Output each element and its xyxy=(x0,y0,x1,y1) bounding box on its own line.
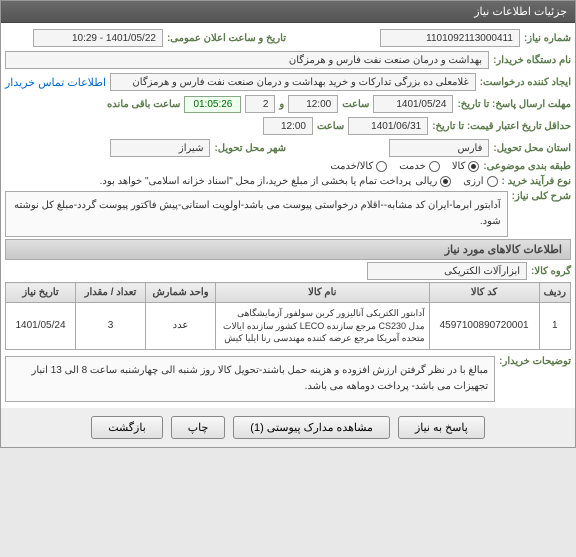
validity-label: حداقل تاریخ اعتبار قیمت: تا تاریخ: xyxy=(432,121,571,132)
button-row: پاسخ به نیاز مشاهده مدارک پیوستی (1) چاپ… xyxy=(1,408,575,447)
radio-riali[interactable]: ریالی xyxy=(415,176,451,187)
min-label: و xyxy=(279,99,284,110)
radio-service[interactable]: خدمت xyxy=(399,161,440,172)
province-label: استان محل تحویل: xyxy=(493,143,571,154)
payment-note: پرداخت تمام یا بخشی از مبلغ خرید،از محل … xyxy=(100,176,412,187)
hour-label-2: ساعت xyxy=(317,121,344,132)
th-name: نام کالا xyxy=(216,283,430,303)
radio-arzi[interactable]: ارزی xyxy=(463,176,497,187)
deadline-label: مهلت ارسال پاسخ: تا تاریخ: xyxy=(457,99,571,110)
validity-hour: 12:00 xyxy=(263,117,313,135)
notes-label: توضیحات خریدار: xyxy=(499,356,571,367)
hour-label-1: ساعت xyxy=(342,99,369,110)
cell-name: آدابتور الکتریکی آنالیزور کربن سولفور آز… xyxy=(216,303,430,350)
details-panel: جزئیات اطلاعات نیاز شماره نیاز: 11010921… xyxy=(0,0,576,448)
creator-label: ایجاد کننده درخواست: xyxy=(480,77,571,88)
cell-num: 1 xyxy=(539,303,570,350)
category-radio-group: کالا خدمت کالا/خدمت xyxy=(330,161,479,172)
th-qty: تعداد / مقدار xyxy=(76,283,146,303)
desc-box: آدابتور ابرما-ایران کد مشابه--اقلام درخو… xyxy=(5,191,508,237)
category-label: طبقه بندی موضوعی: xyxy=(483,161,571,172)
group-value: ابزارآلات الکتریکی xyxy=(367,262,527,280)
radio-service-circle xyxy=(429,161,440,172)
th-num: ردیف xyxy=(539,283,570,303)
cell-qty: 3 xyxy=(76,303,146,350)
contact-link[interactable]: اطلاعات تماس خریدار xyxy=(5,76,106,89)
creator-value: غلامعلی ده بزرگی تدارکات و خرید بهداشت و… xyxy=(110,73,476,91)
cell-unit: عدد xyxy=(146,303,216,350)
city-value: شیراز xyxy=(110,139,210,157)
table-row: 1 4597100890720001 آدابتور الکتریکی آنال… xyxy=(6,303,571,350)
back-button[interactable]: بازگشت xyxy=(91,416,163,439)
notes-box: مبالغ با در نظر گرفتن ارزش افزوده و هزین… xyxy=(5,356,495,402)
cell-code: 4597100890720001 xyxy=(429,303,539,350)
announce-value: 1401/05/22 - 10:29 xyxy=(33,29,163,47)
radio-goods[interactable]: کالا xyxy=(452,161,480,172)
need-number-value: 1101092113000411 xyxy=(380,29,520,47)
radio-goods-label: کالا xyxy=(452,161,466,172)
deadline-min: 2 xyxy=(245,95,275,113)
print-button[interactable]: چاپ xyxy=(171,416,226,439)
attachments-button[interactable]: مشاهده مدارک پیوستی (1) xyxy=(233,416,390,439)
process-label: نوع فرآیند خرید : xyxy=(502,176,571,187)
buyer-value: بهداشت و درمان صنعت نفت فارس و هرمزگان xyxy=(5,51,489,69)
announce-label: تاریخ و ساعت اعلان عمومی: xyxy=(167,33,286,44)
deadline-date: 1401/05/24 xyxy=(373,95,453,113)
province-value: فارس xyxy=(389,139,489,157)
buyer-label: نام دستگاه خریدار: xyxy=(493,55,571,66)
items-table: ردیف کد کالا نام کالا واحد شمارش تعداد /… xyxy=(5,282,571,350)
radio-gs-label: کالا/خدمت xyxy=(330,161,373,172)
th-code: کد کالا xyxy=(429,283,539,303)
validity-date: 1401/06/31 xyxy=(348,117,428,135)
need-number-label: شماره نیاز: xyxy=(524,33,571,44)
panel-title: جزئیات اطلاعات نیاز xyxy=(1,1,575,23)
city-label: شهر محل تحویل: xyxy=(214,143,286,154)
th-unit: واحد شمارش xyxy=(146,283,216,303)
radio-arzi-label: ارزی xyxy=(463,176,483,187)
group-label: گروه کالا: xyxy=(531,266,571,277)
radio-riali-label: ریالی xyxy=(415,176,437,187)
panel-content: شماره نیاز: 1101092113000411 تاریخ و ساع… xyxy=(1,23,575,408)
th-date: تاریخ نیاز xyxy=(6,283,76,303)
radio-service-label: خدمت xyxy=(399,161,426,172)
cell-date: 1401/05/24 xyxy=(6,303,76,350)
reply-button[interactable]: پاسخ به نیاز xyxy=(398,416,485,439)
items-section-header: اطلاعات کالاهای مورد نیاز xyxy=(5,239,571,260)
radio-riali-circle xyxy=(440,176,451,187)
radio-goods-service[interactable]: کالا/خدمت xyxy=(330,161,387,172)
process-radio-group: ارزی ریالی xyxy=(415,176,497,187)
radio-goods-circle xyxy=(468,161,479,172)
table-header-row: ردیف کد کالا نام کالا واحد شمارش تعداد /… xyxy=(6,283,571,303)
remaining-label: ساعت باقی مانده xyxy=(107,99,180,110)
radio-gs-circle xyxy=(376,161,387,172)
radio-arzi-circle xyxy=(487,176,498,187)
countdown-timer: 01:05:26 xyxy=(184,96,241,113)
deadline-hour: 12:00 xyxy=(288,95,338,113)
desc-label: شرح کلی نیاز: xyxy=(512,191,571,202)
